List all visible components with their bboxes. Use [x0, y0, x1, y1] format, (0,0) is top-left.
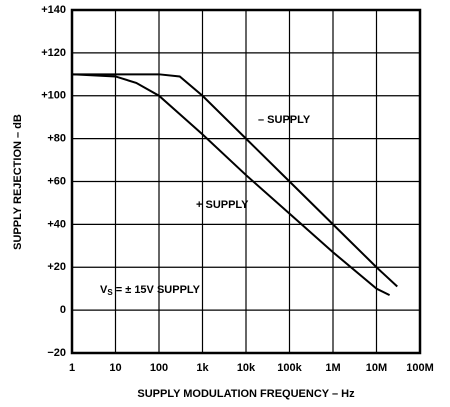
y-axis-label: SUPPLY REJECTION – dB: [12, 114, 24, 250]
y-tick-label: +60: [47, 175, 66, 187]
y-tick-label: +100: [41, 90, 66, 102]
y-tick-label: +80: [47, 133, 66, 145]
x-tick-label: 1: [69, 362, 75, 374]
y-tick-label: +120: [41, 47, 66, 59]
y-tick-label: +140: [41, 4, 66, 16]
x-tick-label: 100: [150, 362, 168, 374]
y-tick-label: +40: [47, 218, 66, 230]
annotation-sub: S: [107, 288, 113, 297]
x-tick-label: 100M: [406, 362, 434, 374]
line: [71, 73, 391, 297]
x-tick-label: 10: [109, 362, 121, 374]
series-label: + SUPPLY: [196, 199, 249, 211]
x-tick-label: 10M: [366, 362, 387, 374]
x-tick-label: 10k: [237, 362, 256, 374]
x-tick-label: 100k: [277, 362, 302, 374]
y-tick-label: 0: [60, 304, 66, 316]
x-tick-label: 1M: [325, 362, 340, 374]
plot-frame: [70, 8, 422, 355]
annotation-rest: = ± 15V SUPPLY: [113, 284, 201, 296]
annotation: VS = ± 15V SUPPLY: [100, 284, 201, 297]
line: [72, 73, 398, 288]
series-label: – SUPPLY: [258, 114, 311, 126]
annotation-main: V: [100, 284, 108, 296]
x-axis-label: SUPPLY MODULATION FREQUENCY – Hz: [137, 388, 355, 400]
y-tick-label: +20: [47, 261, 66, 273]
x-tick-label: 1k: [196, 362, 209, 374]
y-tick-label: −20: [47, 347, 66, 359]
